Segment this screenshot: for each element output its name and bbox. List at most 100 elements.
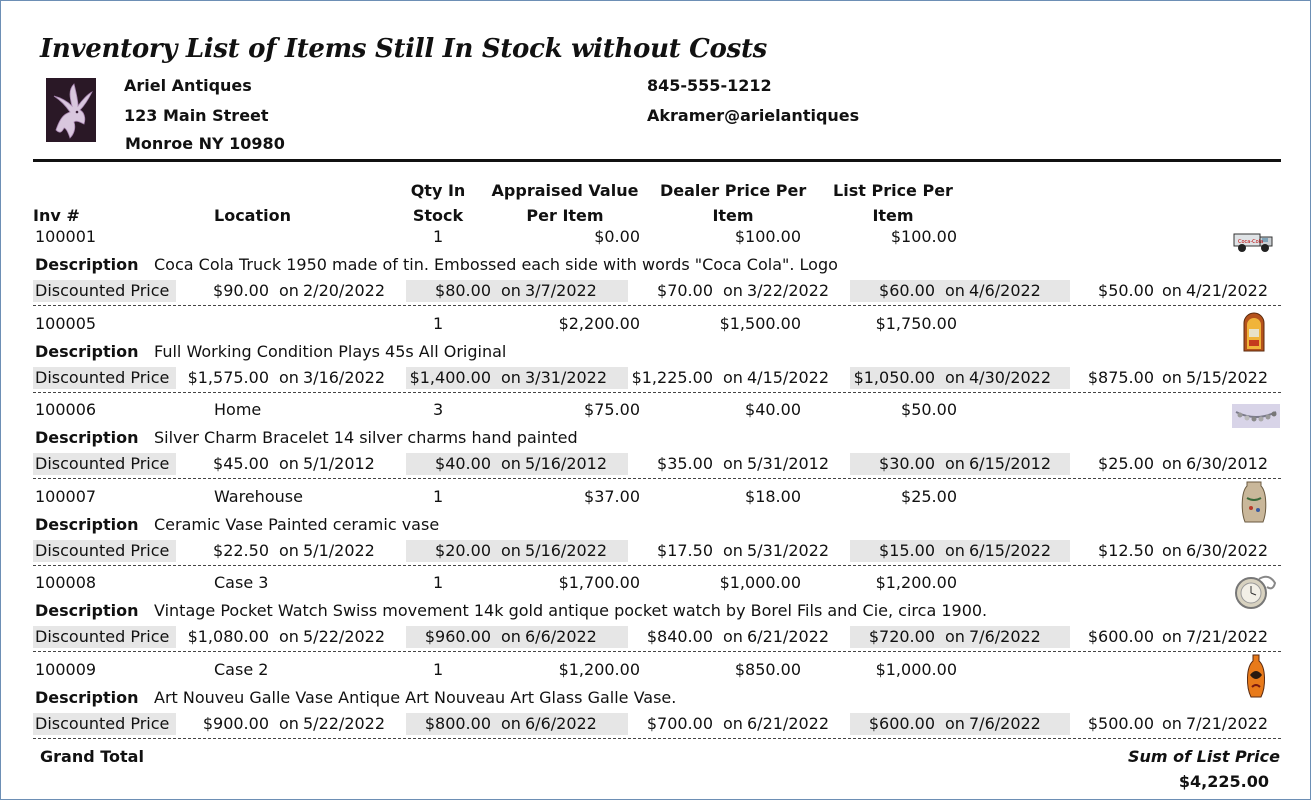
- discounted-price-label: Discounted Price: [33, 366, 176, 389]
- item-inv: 100007: [35, 486, 97, 506]
- item-description-label: Description: [35, 514, 139, 534]
- discount-on-label: on: [945, 367, 965, 387]
- item-location: Case 3: [214, 573, 269, 593]
- item-description-label: Description: [35, 255, 139, 274]
- item-appraised-value: $0.00: [594, 227, 640, 246]
- item-list-price: $100.00: [890, 227, 957, 246]
- discount-date: 6/21/2022: [747, 627, 830, 647]
- discount-highlight: [850, 539, 1070, 562]
- galle-vase-icon: [1244, 653, 1268, 699]
- discount-price: $600.00: [868, 714, 935, 733]
- discount-price: $1,225.00: [631, 367, 713, 387]
- col-header-appraised-line2: Per Item: [526, 206, 604, 225]
- item-dealer-price: $1,500.00: [719, 313, 801, 333]
- discount-highlight: [406, 713, 628, 735]
- item-list-price: $50.00: [901, 400, 957, 420]
- discount-price: $1,080.00: [187, 627, 269, 647]
- discount-price: $90.00: [213, 281, 269, 300]
- discount-date: 5/31/2012: [747, 454, 830, 474]
- discount-on-label: on: [1162, 367, 1182, 387]
- item-description: Coca Cola Truck 1950 made of tin. Emboss…: [154, 255, 838, 274]
- discount-price: $875.00: [1087, 367, 1154, 387]
- discount-price: $25.00: [1098, 454, 1154, 474]
- row-separator: [33, 651, 1281, 653]
- col-header-dealer-line2: Item: [712, 206, 754, 225]
- item-dealer-price: $100.00: [734, 227, 801, 246]
- discount-date: 3/31/2022: [525, 367, 608, 387]
- discount-highlight: [850, 626, 1070, 649]
- sum-list-price-label: Sum of List Price: [1127, 747, 1280, 766]
- discount-on-label: on: [723, 714, 743, 733]
- item-qty: 3: [433, 400, 444, 420]
- discount-price: $960.00: [424, 627, 491, 647]
- discounted-price-label: Discounted Price: [33, 713, 176, 735]
- discount-price: $700.00: [646, 714, 713, 733]
- discount-on-label: on: [501, 540, 521, 560]
- discount-price: $70.00: [657, 281, 713, 300]
- discount-date: 5/31/2022: [747, 540, 830, 560]
- discount-price: $900.00: [202, 714, 269, 733]
- col-header-list-line1: List Price Per: [833, 181, 953, 200]
- discount-on-label: on: [723, 627, 743, 647]
- item-appraised-value: $2,200.00: [558, 313, 640, 333]
- discount-date: 5/16/2022: [525, 540, 608, 560]
- discount-on-label: on: [723, 281, 743, 300]
- business-street: 123 Main Street: [124, 106, 269, 125]
- item-dealer-price: $18.00: [745, 486, 801, 506]
- item-inv: 100005: [35, 313, 97, 333]
- svg-text:Coca-Cola: Coca-Cola: [1238, 239, 1263, 245]
- discount-price: $1,050.00: [853, 367, 935, 387]
- discount-date: 4/15/2022: [747, 367, 830, 387]
- discount-on-label: on: [501, 367, 521, 387]
- item-inv: 100009: [35, 660, 97, 679]
- row-separator: [33, 564, 1281, 566]
- bracelet-icon: [1232, 404, 1280, 428]
- discount-price: $50.00: [1098, 281, 1154, 300]
- col-header-qty: Qty In Stock: [398, 178, 478, 228]
- discount-date: 5/1/2022: [303, 540, 375, 560]
- col-header-inv: Inv #: [33, 206, 80, 225]
- discount-on-label: on: [945, 454, 965, 474]
- header-rule: [33, 159, 1281, 162]
- discount-on-label: on: [279, 627, 299, 647]
- pocket-watch-icon: [1229, 571, 1279, 611]
- discount-on-label: on: [279, 454, 299, 474]
- item-list-price: $1,000.00: [875, 660, 957, 679]
- item-dealer-price: $850.00: [734, 660, 801, 679]
- item-appraised-value: $75.00: [584, 400, 640, 420]
- discount-date: 5/15/2022: [1186, 367, 1269, 387]
- discount-highlight: [406, 366, 628, 389]
- discount-price: $1,400.00: [409, 367, 491, 387]
- discount-date: 7/21/2022: [1186, 627, 1269, 647]
- row-separator: [33, 305, 1281, 306]
- discounted-price-label: Discounted Price: [33, 626, 176, 649]
- item-inv: 100001: [35, 227, 97, 246]
- item-appraised-value: $1,200.00: [558, 660, 640, 679]
- discount-highlight: [850, 280, 1070, 302]
- col-header-list: List Price Per Item: [830, 178, 956, 228]
- col-header-list-line2: Item: [872, 206, 914, 225]
- discount-on-label: on: [279, 714, 299, 733]
- discount-price: $80.00: [435, 281, 491, 300]
- item-list-price: $25.00: [901, 486, 957, 506]
- item-description-label: Description: [35, 601, 139, 621]
- discount-on-label: on: [279, 540, 299, 560]
- discount-price: $1,575.00: [187, 367, 269, 387]
- discount-price: $35.00: [657, 454, 713, 474]
- discount-highlight: [406, 453, 628, 476]
- item-description: Ceramic Vase Painted ceramic vase: [154, 514, 440, 534]
- discount-date: 6/6/2022: [525, 627, 597, 647]
- discounted-price-label: Discounted Price: [33, 539, 176, 562]
- item-location: Home: [214, 400, 262, 420]
- discount-price: $500.00: [1087, 714, 1154, 733]
- item-qty: 1: [433, 486, 444, 506]
- discount-date: 3/16/2022: [303, 367, 386, 387]
- item-description-label: Description: [35, 688, 139, 707]
- item-qty: 1: [433, 660, 444, 679]
- discount-highlight: [850, 453, 1070, 476]
- jukebox-icon: [1241, 309, 1267, 353]
- grand-total-label: Grand Total: [40, 747, 144, 766]
- discount-on-label: on: [723, 454, 743, 474]
- truck-icon: Coca-Cola: [1232, 228, 1276, 254]
- discount-date: 4/6/2022: [969, 281, 1041, 300]
